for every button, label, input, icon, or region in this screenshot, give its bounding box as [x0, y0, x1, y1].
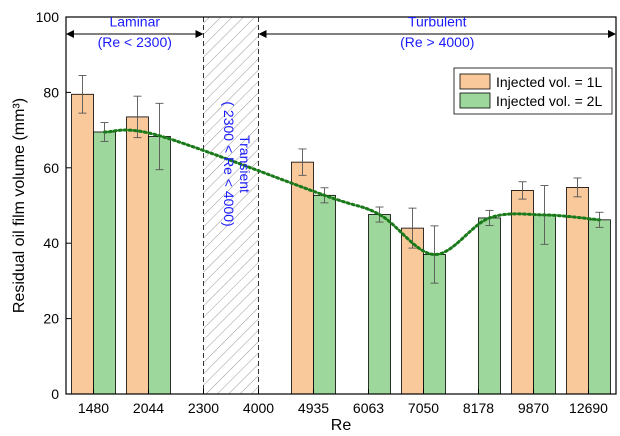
error-bar-1l-4935 — [298, 148, 307, 176]
y-tick-label: 20 — [43, 311, 59, 327]
error-bar-1l-12690 — [573, 177, 582, 198]
x-tick-label: 4935 — [298, 400, 329, 416]
y-tick-label: 60 — [43, 160, 59, 176]
x-axis: 1480 2044 2300 4000 4935 6063 7050 8178 9870 1269… — [78, 389, 608, 416]
turbulent-label: Turbulent — [408, 13, 467, 29]
laminar-label: Laminar — [109, 13, 160, 29]
legend-swatch-1l — [459, 73, 491, 90]
legend-label-1l: Injected vol. = 1L — [496, 74, 602, 90]
turbulent-arrow — [258, 29, 616, 38]
y-tick-label: 0 — [51, 386, 59, 402]
y-tick-label: 80 — [43, 84, 59, 100]
bar-1l-9870 — [511, 190, 534, 395]
region-arrows — [66, 29, 616, 38]
bar-2l-2044 — [148, 136, 171, 395]
x-tick-label: 2300 — [188, 400, 219, 416]
turbulent-sublabel: (Re > 4000) — [400, 34, 474, 50]
error-bar-1l-1480 — [78, 74, 87, 114]
y-tick-label: 100 — [36, 9, 60, 25]
error-bar-1l-9870 — [518, 181, 527, 200]
bar-1l-4935 — [291, 161, 314, 395]
x-tick-label: 4000 — [243, 400, 274, 416]
x-axis-label: Re — [331, 417, 352, 434]
bar-1l-2044 — [126, 116, 149, 395]
x-tick-label: 6063 — [353, 400, 384, 416]
x-tick-label: 2044 — [133, 400, 164, 416]
laminar-sublabel: (Re < 2300) — [98, 34, 172, 50]
transient-label: Transient — [237, 135, 253, 193]
y-tick-label: 40 — [43, 235, 59, 251]
x-tick-label: 9870 — [518, 400, 549, 416]
y-axis: 0 20 40 60 80 100 — [36, 9, 71, 402]
y-axis-label: Residual oil film volume (mm³) — [11, 98, 28, 313]
bar-1l-7050 — [401, 227, 424, 395]
x-tick-label: 12690 — [569, 400, 608, 416]
transient-sublabel: ( 2300 < Re < 4000) — [221, 101, 237, 226]
x-tick-label: 8178 — [463, 400, 494, 416]
bar-2l-4935 — [313, 194, 336, 395]
trend-line — [103, 128, 601, 257]
plot-frame — [65, 16, 617, 395]
bar-1l-1480 — [71, 93, 94, 395]
bar-2l-6063 — [368, 214, 391, 395]
laminar-arrow — [66, 29, 204, 38]
x-tick-label: 1480 — [78, 400, 109, 416]
legend-label-2l: Injected vol. = 2L — [496, 93, 602, 109]
transient-region — [203, 17, 259, 394]
bar-2l-12690 — [588, 219, 611, 395]
bar-2l-8178 — [478, 217, 501, 395]
x-tick-label: 7050 — [408, 400, 439, 416]
bars-layer — [71, 93, 611, 395]
legend-swatch-2l — [459, 92, 491, 109]
legend: Injected vol. = 1L Injected vol. = 2L — [453, 67, 613, 115]
bar-2l-1480 — [93, 131, 116, 395]
